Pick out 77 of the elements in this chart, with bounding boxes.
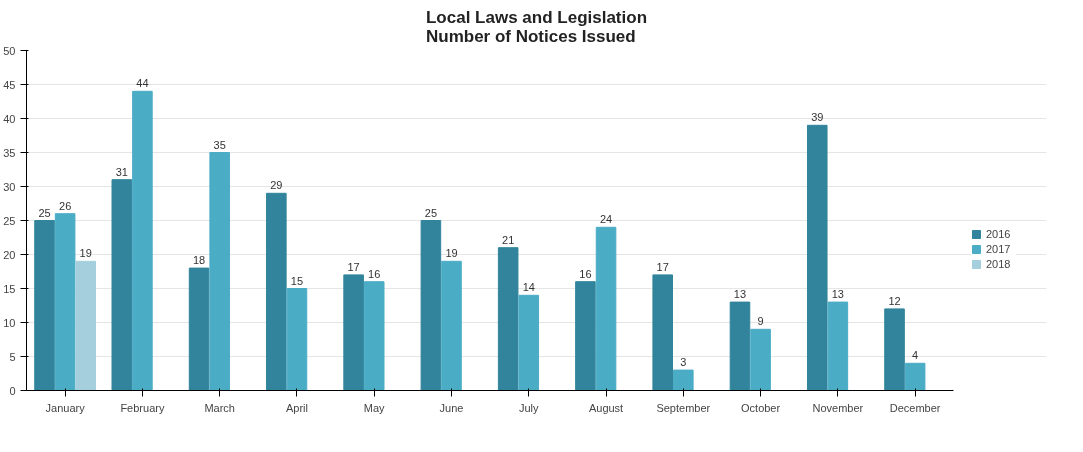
bar (595, 226, 617, 391)
data-label: 12 (888, 294, 901, 307)
bar (75, 260, 97, 391)
legend-label: 2016 (986, 228, 1012, 240)
bar (904, 362, 926, 391)
x-tick-label: October (741, 401, 781, 414)
data-label: 26 (59, 199, 72, 212)
legend-label: 2018 (986, 258, 1012, 270)
x-tick-label: May (363, 401, 386, 414)
data-label: 29 (270, 179, 283, 192)
data-label: 35 (213, 138, 226, 151)
x-tick-label: February (120, 401, 165, 414)
data-label: 24 (599, 213, 613, 226)
data-label: 15 (290, 274, 304, 287)
data-label: 18 (192, 254, 206, 267)
data-label: 4 (912, 349, 919, 362)
data-label: 25 (424, 206, 438, 219)
y-tick-label: 10 (3, 316, 16, 329)
data-label: 31 (115, 165, 128, 178)
y-tick-label: 25 (3, 214, 16, 227)
x-tick-label: June (439, 401, 464, 414)
bar (420, 220, 442, 391)
y-tick-label: 40 (3, 112, 16, 125)
bar (266, 192, 287, 391)
bar (497, 247, 519, 391)
data-label: 19 (445, 247, 458, 260)
bar (750, 328, 771, 391)
bar (343, 274, 364, 391)
bar (673, 369, 694, 391)
data-label: 16 (579, 267, 592, 280)
x-tick-label: December (889, 401, 941, 414)
x-tick-label: March (204, 401, 235, 414)
bar (884, 308, 905, 391)
data-label: 19 (79, 247, 92, 260)
data-label: 17 (347, 260, 360, 273)
x-tick-label: July (518, 401, 540, 414)
bar (827, 301, 849, 391)
bar (363, 281, 385, 391)
bar (188, 267, 210, 391)
x-tick-label: January (45, 401, 86, 414)
bar (132, 90, 153, 391)
y-tick-label: 5 (9, 350, 16, 363)
y-tick-label: 35 (3, 146, 16, 159)
bar (518, 294, 540, 391)
data-label: 13 (831, 288, 844, 301)
data-label: 21 (502, 233, 515, 246)
y-tick-label: 15 (3, 282, 16, 295)
data-label: 17 (656, 260, 669, 273)
data-label: 14 (522, 281, 535, 294)
data-label: 9 (757, 315, 764, 328)
bar (54, 213, 76, 391)
bar (111, 179, 133, 391)
bar (729, 301, 751, 391)
bar (34, 220, 55, 391)
bar (575, 281, 596, 391)
x-tick-label: November (812, 401, 864, 414)
y-tick-label: 45 (3, 78, 16, 91)
data-label: 3 (680, 356, 687, 369)
bar (652, 274, 673, 391)
y-tick-label: 20 (3, 248, 16, 261)
legend-label: 2017 (986, 243, 1012, 255)
x-tick-label: September (656, 401, 711, 414)
y-tick-label: 0 (9, 384, 16, 397)
chart-title: Local Laws and Legislation Number of Notices Issued (425, 7, 648, 46)
x-tick-label: August (588, 401, 624, 414)
bar (286, 288, 308, 391)
data-label: 44 (136, 77, 149, 90)
bar (209, 152, 230, 391)
x-tick-label: April (285, 401, 308, 414)
y-tick-label: 50 (3, 44, 16, 57)
data-label: 13 (733, 288, 747, 301)
data-label: 16 (368, 267, 381, 280)
data-label: 25 (38, 206, 51, 219)
bar (806, 124, 828, 391)
data-label: 39 (811, 111, 824, 124)
bar (441, 260, 462, 391)
y-tick-label: 30 (3, 180, 16, 193)
